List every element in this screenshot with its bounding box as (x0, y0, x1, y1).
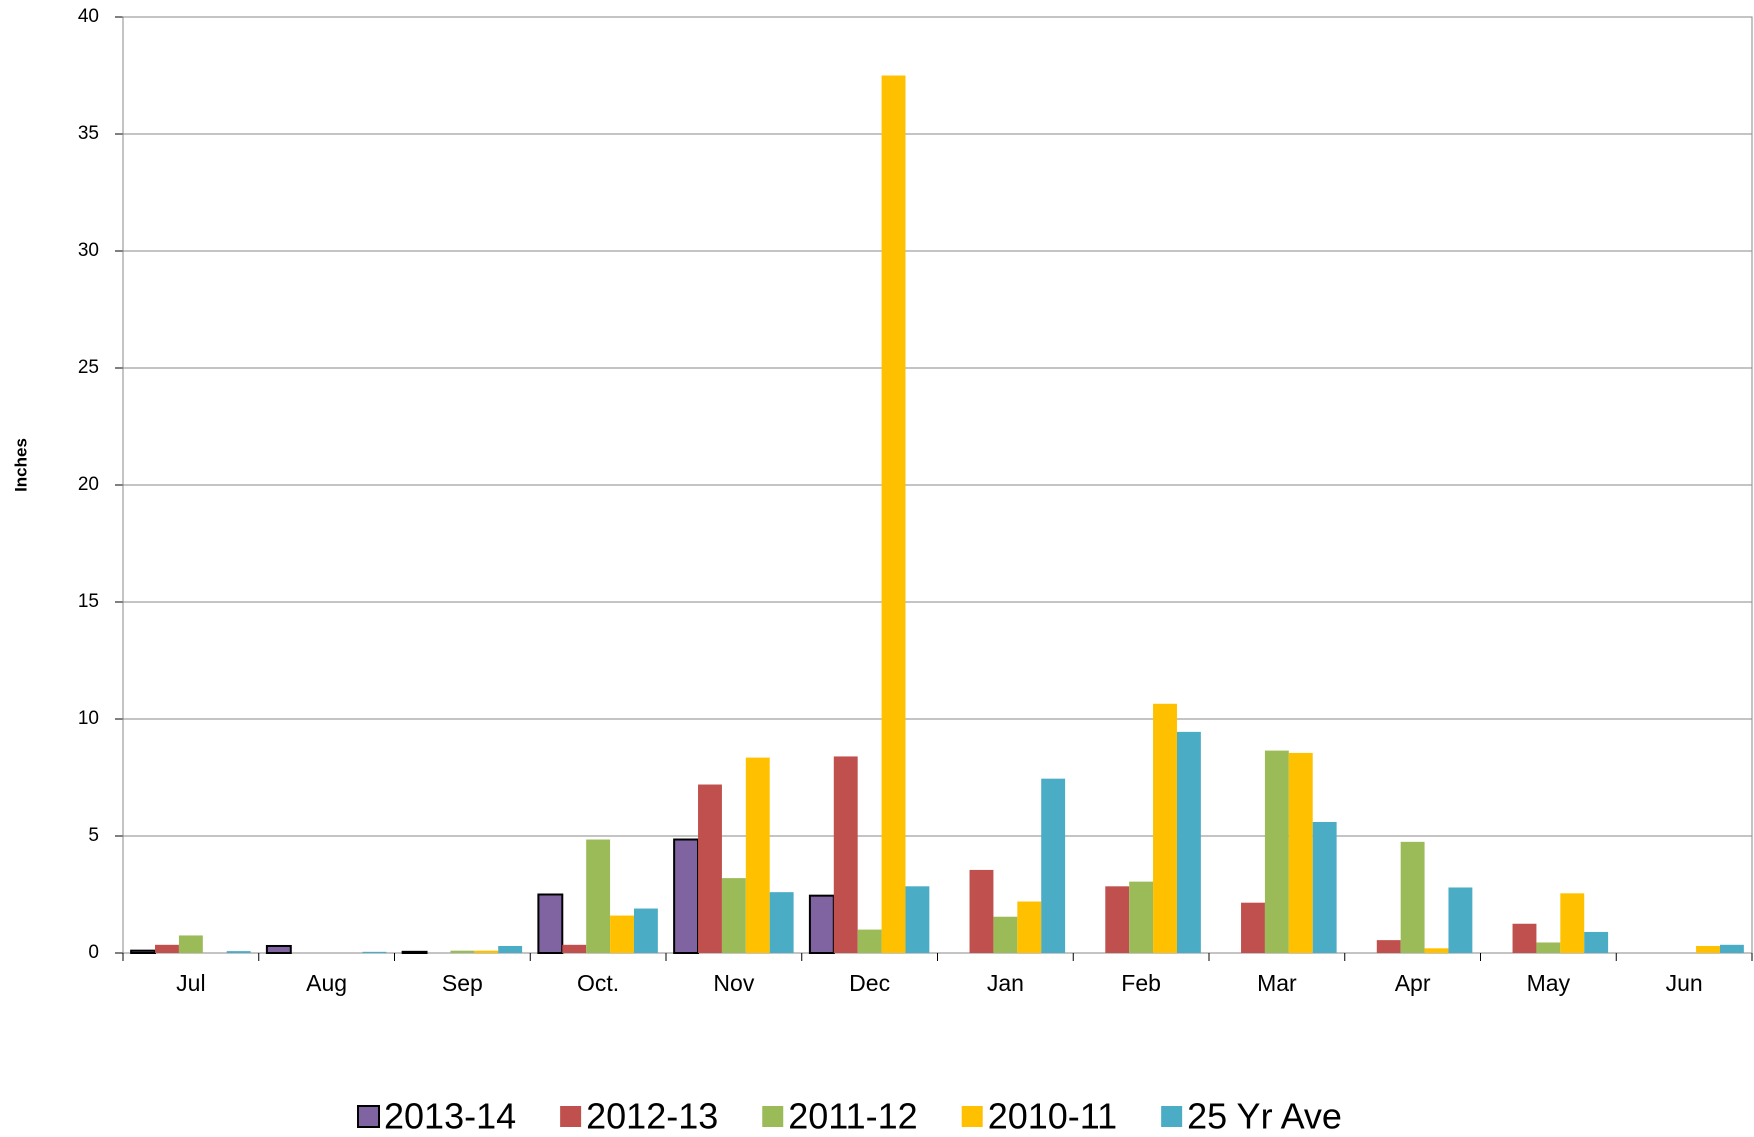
legend-swatch (357, 1105, 380, 1128)
bar (450, 950, 475, 953)
bar (1105, 886, 1130, 953)
y-tick-label: 25 (78, 357, 99, 378)
bar (1129, 881, 1154, 953)
x-tick-label: Jun (1666, 970, 1703, 996)
x-tick-label: Dec (849, 970, 890, 996)
bar (178, 935, 203, 953)
bar (401, 950, 428, 955)
legend-swatch (961, 1106, 983, 1127)
bar (1153, 703, 1177, 953)
x-tick-label: Oct. (577, 970, 619, 996)
bar (993, 916, 1018, 953)
bar (474, 950, 499, 953)
bar (745, 757, 770, 953)
bar (226, 951, 251, 953)
bar (721, 878, 746, 953)
bar (1264, 750, 1289, 953)
bar (586, 839, 611, 953)
bar (498, 945, 523, 953)
x-tick-label: Jul (176, 970, 205, 996)
x-tick-label: May (1527, 970, 1571, 996)
bar (1448, 887, 1473, 953)
x-tick-label: Apr (1395, 970, 1431, 996)
bar (1719, 944, 1744, 953)
x-tick-label: Sep (442, 970, 483, 996)
bar (1512, 923, 1537, 953)
bar (1696, 945, 1720, 953)
legend-label: 25 Yr Ave (1187, 1096, 1342, 1137)
bar (1241, 902, 1265, 953)
bar (610, 915, 634, 953)
bar (1041, 778, 1066, 953)
legend-swatch (762, 1106, 784, 1127)
bar (537, 893, 564, 954)
bar (130, 949, 157, 954)
y-tick-label: 10 (78, 708, 99, 729)
bar (673, 838, 700, 955)
y-tick-label: 40 (78, 6, 99, 27)
x-tick-label: Feb (1121, 970, 1161, 996)
x-tick-label: Jan (987, 970, 1024, 996)
bar (1400, 841, 1425, 953)
bar (969, 869, 994, 953)
bar (698, 784, 722, 953)
bar (881, 75, 906, 953)
bar (1376, 940, 1401, 953)
bar (1176, 731, 1201, 953)
bar (1424, 948, 1449, 953)
bar (1288, 752, 1313, 953)
bar (155, 944, 179, 953)
bar (833, 756, 858, 953)
bar (1017, 901, 1042, 953)
bar (1312, 821, 1337, 953)
x-tick-label: Aug (306, 970, 347, 996)
bar (265, 944, 292, 954)
x-tick-label: Mar (1257, 970, 1297, 996)
y-tick-label: 5 (88, 825, 99, 846)
legend-label: 2010-11 (988, 1096, 1117, 1137)
legend-label: 2013-14 (384, 1096, 516, 1137)
y-tick-label: 0 (88, 942, 99, 963)
y-tick-label: 20 (78, 474, 99, 495)
bar (562, 944, 587, 953)
bar (1560, 893, 1585, 953)
bar (808, 894, 835, 954)
y-tick-label: 30 (78, 240, 99, 261)
legend-swatch (1161, 1106, 1183, 1127)
bar (633, 908, 658, 953)
legend-label: 2011-12 (788, 1096, 917, 1137)
legend-label: 2012-13 (586, 1096, 718, 1137)
x-tick-label: Nov (713, 970, 754, 996)
legend-swatch (560, 1106, 582, 1127)
bar (1584, 931, 1609, 953)
bar (905, 886, 930, 953)
y-tick-label: 35 (78, 123, 99, 144)
bar (857, 929, 882, 953)
bar (362, 951, 387, 953)
y-tick-label: 15 (78, 591, 99, 612)
bar (769, 892, 794, 953)
y-axis-title: Inches (11, 438, 30, 492)
bar (1536, 942, 1561, 953)
